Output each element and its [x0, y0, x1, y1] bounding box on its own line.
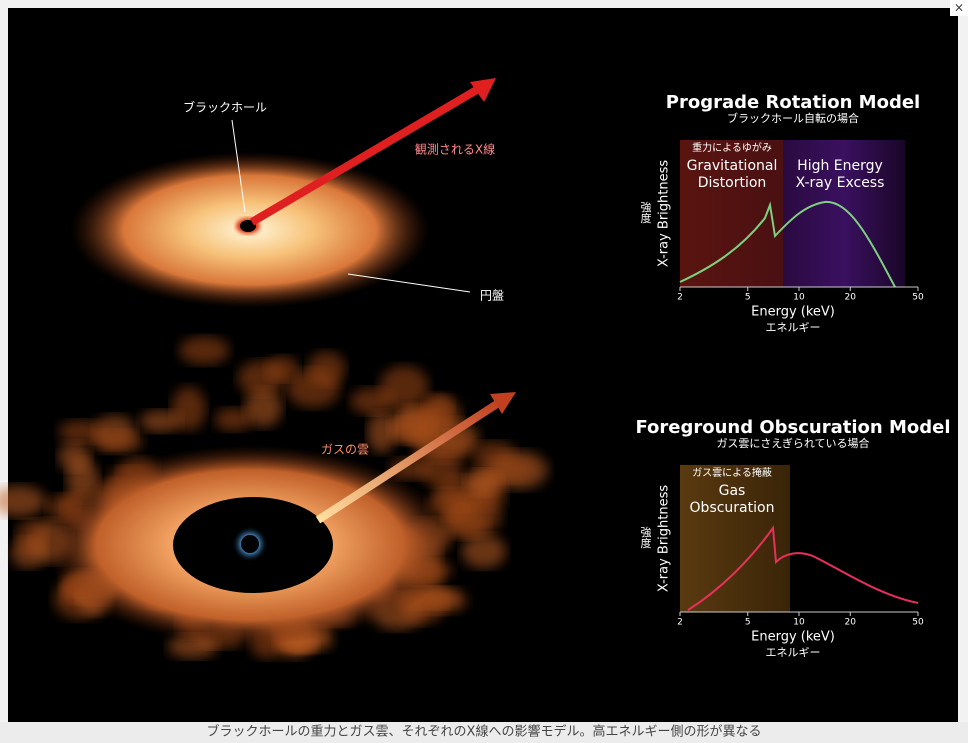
- chart-title: Prograde Rotation Model: [666, 92, 920, 113]
- x-tick-label: 2: [677, 293, 683, 303]
- annotation: Obscuration: [690, 500, 775, 516]
- cloud: [286, 369, 340, 408]
- arrow-head: [470, 78, 496, 102]
- cloud: [237, 360, 285, 396]
- cloud: [389, 417, 427, 443]
- spectrum-curve: [679, 200, 896, 288]
- cloud: [0, 485, 46, 517]
- x-axis-label: Energy (keV): [751, 630, 835, 645]
- region: [680, 465, 790, 612]
- annotation: Distortion: [698, 175, 767, 191]
- annotation: High Energy: [797, 158, 883, 174]
- label: ガスの雲: [321, 443, 369, 457]
- chart-subtitle: ガス雲にさえぎられている場合: [716, 436, 869, 450]
- x-tick-label: 50: [912, 618, 924, 628]
- cloud: [420, 396, 462, 435]
- y-axis-label: X-ray Brightness: [657, 485, 672, 593]
- label: ブラックホール: [183, 100, 267, 115]
- cloud: [179, 336, 230, 365]
- annotation-ja: ガス雲による掩蔽: [692, 466, 772, 479]
- cloud: [412, 431, 472, 463]
- x-tick-label: 50: [912, 293, 924, 303]
- cloud: [444, 505, 489, 539]
- pointer: [231, 119, 246, 213]
- xray-arrow: [249, 84, 483, 226]
- annotation: Gas: [719, 483, 746, 499]
- label: 円盤: [480, 289, 504, 303]
- x-axis-label: Energy (keV): [751, 305, 835, 320]
- arrow-head: [490, 392, 516, 414]
- cloud: [139, 410, 181, 433]
- close-icon[interactable]: ×: [954, 1, 964, 15]
- x-tick-label: 10: [793, 618, 805, 628]
- black-hole: [241, 535, 259, 553]
- cloud: [379, 365, 429, 408]
- x-tick-label: 2: [677, 618, 683, 628]
- chart-subtitle: ブラックホール自転の場合: [727, 111, 859, 125]
- cloud: [58, 420, 105, 443]
- xray-arrow: [315, 398, 503, 524]
- pointer: [347, 273, 471, 293]
- cloud: [214, 408, 252, 431]
- x-tick-label: 20: [845, 618, 857, 628]
- y-axis-label: X-ray Brightness: [657, 160, 672, 268]
- cloud: [464, 469, 502, 496]
- annotation: Gravitational: [687, 158, 778, 174]
- annotation-ja: 重力によるゆがみ: [692, 141, 772, 154]
- cloud: [461, 534, 506, 568]
- black-hole: [240, 220, 256, 232]
- spectrum-curve: [687, 525, 919, 611]
- y-axis-label-ja: 強度: [639, 526, 652, 549]
- cloud: [92, 430, 144, 453]
- chart-title: Foreground Obscuration Model: [635, 417, 950, 438]
- x-tick-label: 5: [745, 293, 751, 303]
- annotation: X-ray Excess: [796, 175, 885, 191]
- cloud: [58, 441, 91, 472]
- x-tick-label: 5: [745, 618, 751, 628]
- label: 観測されるX線: [415, 142, 495, 157]
- caption: ブラックホールの重力とガス雲、それぞれのX線への影響モデル。高エネルギー側の形が…: [207, 724, 762, 740]
- x-tick-label: 20: [845, 293, 857, 303]
- x-tick-label: 10: [793, 293, 805, 303]
- cloud: [15, 520, 48, 553]
- x-axis-label-ja: エネルギー: [766, 646, 821, 659]
- x-axis-label-ja: エネルギー: [766, 321, 821, 334]
- y-axis-label-ja: 強度: [639, 201, 652, 224]
- region: [783, 140, 905, 287]
- caption-bar: [0, 722, 968, 743]
- cloud: [244, 388, 283, 427]
- close-button[interactable]: [950, 0, 968, 16]
- cloud: [367, 412, 396, 453]
